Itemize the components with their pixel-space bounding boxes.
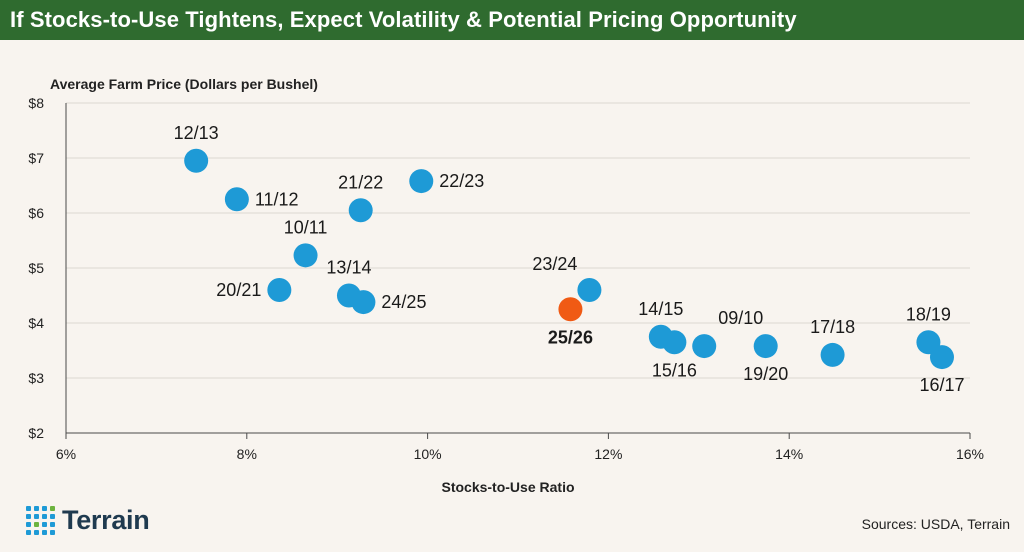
x-tick-label: 16% [956, 446, 984, 462]
terrain-logo-text: Terrain [62, 505, 150, 535]
title-bar: If Stocks-to-Use Tightens, Expect Volati… [0, 0, 1024, 40]
logo-dot [26, 506, 31, 511]
data-point-highlight [558, 297, 583, 322]
y-tick-label: $6 [28, 205, 44, 221]
y-axis-title: Average Farm Price (Dollars per Bushel) [50, 76, 318, 92]
data-point [753, 334, 778, 359]
logo-dot [34, 530, 39, 535]
data-label: 15/16 [652, 360, 697, 380]
y-tick-label: $5 [28, 260, 44, 276]
data-point [351, 290, 376, 315]
data-label: 22/23 [439, 171, 484, 191]
sources-note: Sources: USDA, Terrain [861, 516, 1010, 532]
y-tick-label: $3 [28, 370, 44, 386]
logo-dot [26, 522, 31, 527]
data-point [577, 278, 602, 302]
data-point [662, 330, 687, 355]
x-tick-label: 6% [56, 446, 76, 462]
data-label: 19/20 [743, 364, 788, 384]
data-point [409, 169, 434, 194]
logo-dot [26, 530, 31, 535]
x-axis-title: Stocks-to-Use Ratio [441, 479, 574, 495]
logo-dot [26, 514, 31, 519]
data-point [929, 345, 954, 370]
chart-title: If Stocks-to-Use Tightens, Expect Volati… [10, 7, 797, 32]
data-label: 21/22 [338, 172, 383, 192]
logo-dot [50, 514, 55, 519]
y-tick-label: $8 [28, 95, 44, 111]
logo-dot [42, 506, 47, 511]
data-label: 24/25 [381, 292, 426, 312]
data-point [692, 334, 717, 359]
x-tick-label: 8% [237, 446, 257, 462]
data-label: 13/14 [326, 258, 371, 278]
data-point [820, 342, 845, 367]
logo-dot [42, 514, 47, 519]
terrain-logo: Terrain [26, 505, 150, 536]
data-label: 20/21 [216, 280, 261, 300]
y-tick-label: $4 [28, 315, 44, 331]
x-tick-label: 14% [775, 446, 803, 462]
logo-dot [42, 530, 47, 535]
logo-dot [34, 514, 39, 519]
data-label: 25/26 [548, 327, 593, 347]
data-point [348, 198, 373, 223]
data-label: 14/15 [638, 299, 683, 319]
logo-dot [50, 522, 55, 527]
logo-dot [50, 506, 55, 511]
data-label: 12/13 [174, 123, 219, 143]
data-point [184, 148, 209, 173]
logo-dot [50, 530, 55, 535]
terrain-logo-icon [26, 506, 55, 535]
data-label: 23/24 [532, 254, 577, 274]
y-tick-label: $7 [28, 150, 44, 166]
data-label: 17/18 [810, 317, 855, 337]
scatter-chart: $2 $3 $4 $5 $6 $7 $8 6% 8% 10% 12% 14% 16% Average Fa… [28, 76, 984, 495]
logo-dot [34, 506, 39, 511]
data-label: 16/17 [919, 375, 964, 395]
data-point [293, 243, 318, 268]
x-tick-label: 12% [594, 446, 622, 462]
y-tick-label: $2 [28, 425, 44, 441]
data-label: 09/10 [718, 308, 763, 328]
data-point [224, 187, 249, 212]
data-label: 18/19 [906, 304, 951, 324]
logo-dot [34, 522, 39, 527]
logo-dot [42, 522, 47, 527]
data-label: 11/12 [255, 189, 299, 209]
data-label: 10/11 [284, 217, 328, 237]
data-point [267, 278, 292, 302]
x-tick-label: 10% [414, 446, 442, 462]
